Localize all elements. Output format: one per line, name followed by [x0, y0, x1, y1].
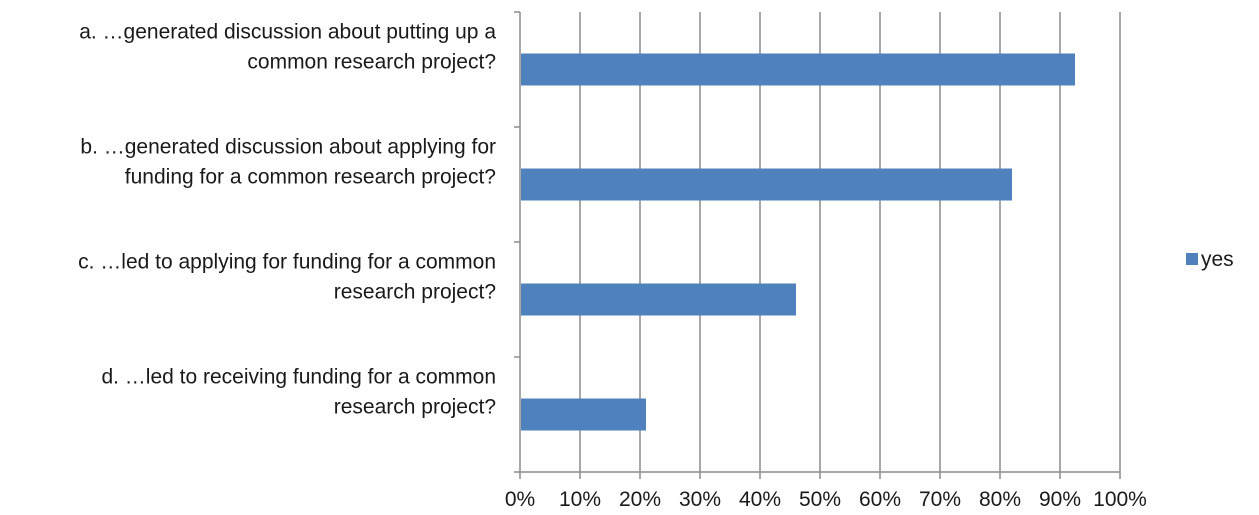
x-tick-label: 60%: [859, 488, 901, 511]
legend-swatch: [1186, 253, 1198, 265]
x-tick-label: 40%: [739, 488, 781, 511]
x-tick-label: 80%: [979, 488, 1021, 511]
category-label-line: common research project?: [247, 51, 496, 74]
x-tick-labels: 0% 10% 20% 30% 40% 50% 60% 70% 80% 90% 100%: [505, 488, 1147, 511]
gridlines: [579, 12, 1121, 472]
bar: [521, 53, 1075, 86]
category-label-line: funding for a common research project?: [125, 166, 496, 189]
category-label-line: d. …led to receiving funding for a commo…: [101, 366, 496, 389]
category-label-line: c. …led to applying for funding for a co…: [78, 251, 496, 274]
x-tick-label: 10%: [559, 488, 601, 511]
bar: [521, 283, 796, 316]
category-label-line: a. …generated discussion about putting u…: [79, 21, 496, 44]
category-label: c. …led to applying for funding for a co…: [78, 251, 496, 304]
category-label: a. …generated discussion about putting u…: [79, 21, 496, 74]
category-labels: a. …generated discussion about putting u…: [78, 21, 496, 419]
x-tick-label: 30%: [679, 488, 721, 511]
bar: [521, 168, 1012, 201]
legend: yes: [1186, 248, 1234, 271]
x-tick-label: 100%: [1093, 488, 1147, 511]
category-axis: [514, 11, 1121, 479]
category-label: b. …generated discussion about applying …: [80, 136, 496, 189]
x-tick-label: 20%: [619, 488, 661, 511]
legend-label: yes: [1201, 248, 1234, 271]
category-label-line: b. …generated discussion about applying …: [80, 136, 496, 159]
x-tick-label: 70%: [919, 488, 961, 511]
category-label: d. …led to receiving funding for a commo…: [101, 366, 496, 419]
category-label-line: research project?: [334, 281, 496, 304]
x-tick-label: 50%: [799, 488, 841, 511]
bar: [521, 398, 646, 431]
bars: [521, 53, 1075, 431]
category-label-line: research project?: [334, 396, 496, 419]
x-tick-label: 90%: [1039, 488, 1081, 511]
x-tick-label: 0%: [505, 488, 535, 511]
